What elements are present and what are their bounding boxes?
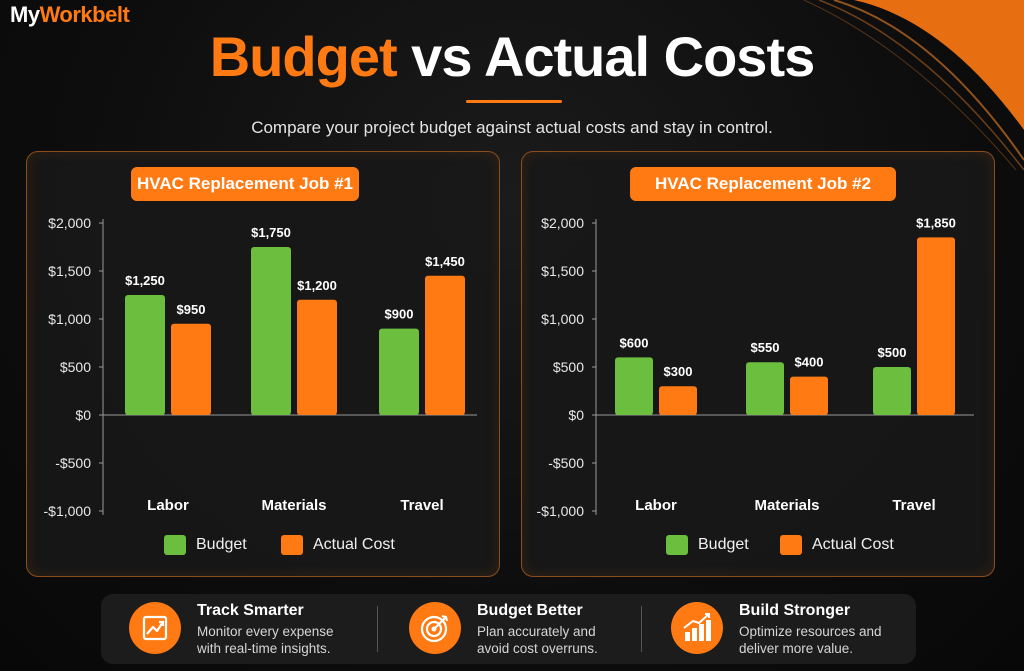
data-label-actual-materials: $400 (795, 355, 824, 370)
feature-title: Budget Better (477, 602, 583, 619)
page-title: Budget vs Actual Costs (0, 24, 1024, 89)
y-tick-label: $1,500 (541, 263, 584, 279)
data-label-budget-travel: $900 (385, 307, 414, 322)
bar-actual-travel (425, 275, 465, 415)
data-label-actual-materials: $1,200 (297, 278, 337, 293)
title-rest: vs Actual Costs (411, 25, 815, 88)
bar-chart-job-1: $2,000 $1,500 $1,000 $500 $0 -$500 -$1,000 $1,2… (44, 215, 477, 519)
y-tick-label: $500 (553, 359, 584, 375)
chart-panel-job-1: $2,000 $1,500 $1,000 $500 $0 -$500 -$1,000 $1,2… (26, 151, 500, 577)
feature-desc-line: avoid cost overruns. (477, 641, 598, 656)
legend-item-budget: Budget (666, 535, 749, 555)
bar-budget-labor (125, 295, 165, 415)
legend-swatch-budget (164, 535, 186, 555)
y-tick-label: $2,000 (541, 215, 584, 231)
y-tick-label: $1,000 (541, 311, 584, 327)
feature-divider (641, 606, 642, 652)
bar-budget-materials (746, 362, 784, 415)
brand-logo: MyWorkbelt (10, 2, 130, 28)
y-tick-label: $1,500 (48, 263, 91, 279)
growth-bars-icon (671, 602, 723, 654)
title-highlight: Budget (209, 25, 398, 88)
y-tick-label: -$500 (548, 455, 584, 471)
logo-text-workbelt: Workbelt (39, 2, 130, 27)
legend-label-actual: Actual Cost (313, 536, 395, 553)
title-underline (466, 100, 562, 103)
feature-title: Track Smarter (197, 602, 304, 619)
x-category-label: Materials (754, 497, 819, 514)
feature-divider (377, 606, 378, 652)
feature-desc-line: Plan accurately and (477, 624, 596, 639)
y-tick-label: $0 (568, 407, 584, 423)
feature-desc-line: with real-time insights. (197, 641, 331, 656)
x-category-label: Labor (635, 497, 677, 514)
bar-actual-labor (659, 386, 697, 415)
data-label-actual-labor: $300 (664, 364, 693, 379)
data-label-actual-labor: $950 (177, 302, 206, 317)
y-tick-label: $2,000 (48, 215, 91, 231)
chart-title-job-2: HVAC Replacement Job #2 (630, 167, 896, 201)
feature-desc-line: Optimize resources and (739, 624, 882, 639)
y-tick-label: $0 (75, 407, 91, 423)
data-label-budget-materials: $550 (751, 340, 780, 355)
data-label-actual-travel: $1,450 (425, 254, 465, 269)
bar-actual-materials (297, 299, 337, 415)
bar-actual-labor (171, 323, 211, 415)
page-subtitle: Compare your project budget against actu… (251, 118, 773, 137)
legend-item-budget: Budget (164, 535, 247, 555)
bar-budget-materials (251, 247, 291, 415)
legend-label-budget: Budget (698, 536, 749, 553)
bar-budget-travel (873, 367, 911, 415)
y-tick-label: -$500 (55, 455, 91, 471)
legend-label-actual: Actual Cost (812, 536, 894, 553)
chart-panel-job-2: $2,000 $1,500 $1,000 $500 $0 -$500 -$1,000 $600… (521, 151, 995, 577)
data-label-actual-travel: $1,850 (916, 215, 956, 230)
feature-description: Optimize resources and deliver more valu… (739, 623, 909, 657)
legend-label-budget: Budget (196, 536, 247, 553)
data-label-budget-materials: $1,750 (251, 225, 291, 240)
feature-description: Monitor every expense with real-time ins… (197, 623, 367, 657)
trend-chart-icon (129, 602, 181, 654)
legend-item-actual: Actual Cost (281, 535, 395, 555)
target-icon (409, 602, 461, 654)
bar-chart-job-2: $2,000 $1,500 $1,000 $500 $0 -$500 -$1,000 $600… (537, 215, 974, 519)
bar-budget-travel (379, 328, 419, 415)
data-label-budget-travel: $500 (878, 345, 907, 360)
x-category-label: Materials (261, 497, 326, 514)
data-label-budget-labor: $600 (620, 335, 649, 350)
x-category-label: Travel (892, 497, 935, 514)
feature-desc-line: Monitor every expense (197, 624, 334, 639)
chart-title-job-1: HVAC Replacement Job #1 (131, 167, 359, 201)
y-tick-label: -$1,000 (44, 503, 92, 519)
y-tick-label: $1,000 (48, 311, 91, 327)
legend-item-actual: Actual Cost (780, 535, 894, 555)
corner-decoration (803, 0, 1024, 170)
feature-bar: Track Smarter Monitor every expense with… (101, 594, 916, 664)
x-category-label: Labor (147, 497, 189, 514)
legend-swatch-actual (780, 535, 802, 555)
data-label-budget-labor: $1,250 (125, 273, 165, 288)
bar-actual-travel (917, 237, 955, 415)
logo-text-my: My (10, 2, 40, 27)
x-category-label: Travel (400, 497, 443, 514)
feature-desc-line: deliver more value. (739, 641, 854, 656)
y-tick-label: $500 (60, 359, 91, 375)
legend-swatch-actual (281, 535, 303, 555)
feature-description: Plan accurately and avoid cost overruns. (477, 623, 647, 657)
bar-budget-labor (615, 357, 653, 415)
feature-title: Build Stronger (739, 602, 851, 619)
bar-actual-materials (790, 376, 828, 415)
legend-swatch-budget (666, 535, 688, 555)
y-tick-label: -$1,000 (537, 503, 585, 519)
